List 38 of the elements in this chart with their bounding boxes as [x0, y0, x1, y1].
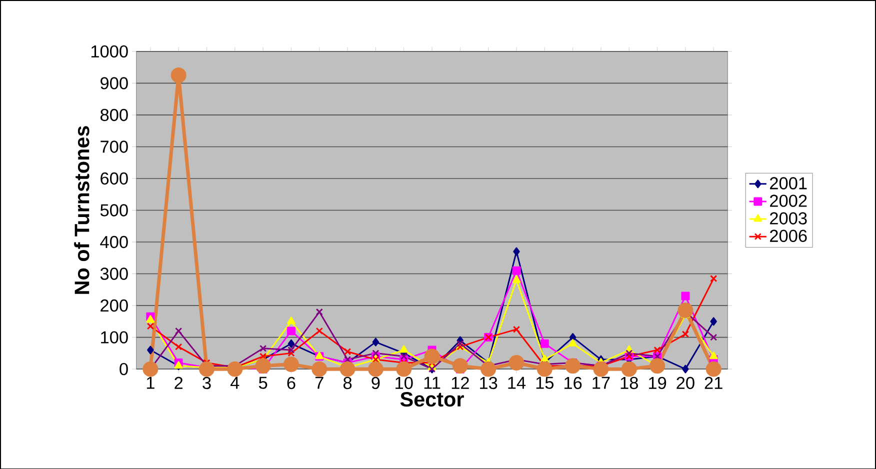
- x-tick-label: 5: [258, 376, 268, 389]
- x-tick-label: 15: [536, 376, 554, 389]
- legend-label: 2003: [770, 212, 807, 224]
- y-tick-label: 100: [101, 330, 128, 344]
- x-tick-label: 8: [343, 376, 352, 389]
- y-tick-label: 200: [100, 299, 128, 312]
- x-tick-label: 3: [202, 376, 211, 389]
- x-tick-label: 12: [452, 376, 469, 389]
- y-axis-title: No of Turnstones: [74, 126, 90, 294]
- y-tick-label: 800: [100, 108, 128, 121]
- y-tick-label: 300: [100, 267, 128, 280]
- x-tick-label: 13: [480, 376, 498, 389]
- legend-label: 2002: [770, 194, 807, 207]
- x-tick-label: 4: [230, 376, 240, 389]
- y-tick-label: 700: [100, 140, 128, 153]
- y-tick-label: 400: [100, 236, 128, 248]
- y-tick-label: 1000: [91, 45, 128, 58]
- x-tick-label: 19: [648, 376, 666, 389]
- x-tick-label: 17: [592, 376, 610, 389]
- x-tick-label: 10: [396, 376, 413, 389]
- x-tick-label: 16: [564, 376, 582, 389]
- legend-label: 2006: [770, 230, 807, 242]
- y-tick-label: 900: [100, 76, 128, 90]
- x-axis-title: Sector: [400, 392, 464, 406]
- y-tick-label: 0: [120, 362, 128, 375]
- y-tick-label: 500: [100, 204, 128, 216]
- x-tick-label: 2: [174, 376, 183, 389]
- x-tick-label: 6: [287, 376, 296, 389]
- x-tick-label: 21: [704, 376, 722, 389]
- x-tick-label: 20: [676, 376, 694, 389]
- x-tick-label: 1: [146, 376, 154, 389]
- legend-label: 2001: [770, 176, 807, 190]
- x-tick-label: 9: [372, 376, 380, 389]
- x-tick-label: 18: [620, 376, 638, 389]
- x-tick-label: 7: [315, 376, 324, 389]
- y-tick-label: 600: [100, 172, 128, 184]
- x-tick-label: 14: [508, 376, 526, 389]
- x-tick-label: 11: [424, 376, 440, 389]
